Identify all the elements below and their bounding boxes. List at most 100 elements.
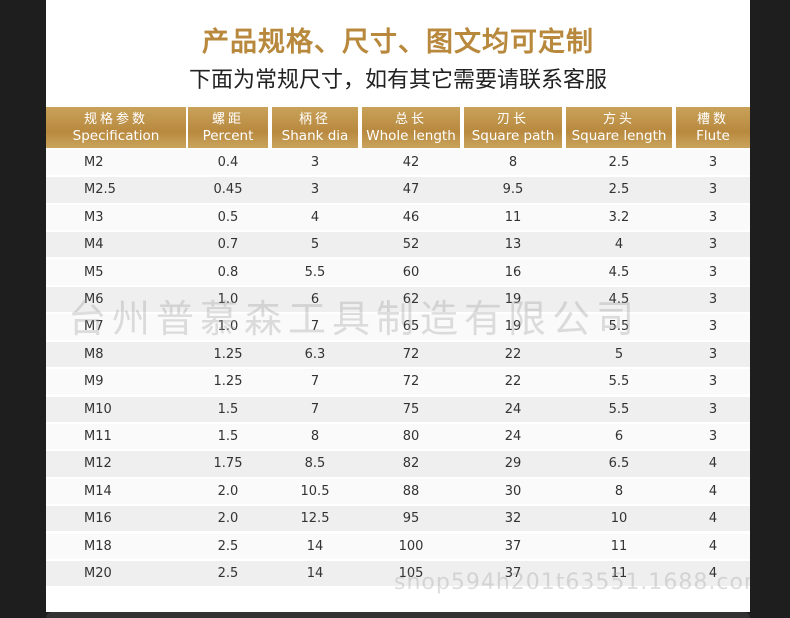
table-cell: 60 bbox=[402, 264, 420, 280]
table-cell: M11 bbox=[84, 429, 112, 444]
header-en: Percent bbox=[202, 128, 254, 144]
table-cell: 24 bbox=[504, 429, 522, 444]
header-cell: 总长 Whole length bbox=[362, 107, 460, 148]
table-cell: 5.5 bbox=[608, 374, 630, 390]
table-cell: 72 bbox=[402, 346, 420, 362]
table-cell: 105 bbox=[398, 566, 424, 581]
table-cell: M7 bbox=[84, 319, 104, 335]
table-cell: 4 bbox=[708, 538, 718, 554]
table-row: M18 2.5 14 100 37 11 4 bbox=[46, 533, 750, 559]
table-cell: 4 bbox=[310, 209, 320, 225]
table-cell: M16 bbox=[84, 511, 112, 527]
table-row: M10 1.5 7 75 24 5.5 3 bbox=[46, 396, 750, 422]
table-cell: 95 bbox=[402, 511, 420, 527]
table-cell: M9 bbox=[84, 374, 104, 390]
table-cell: 3 bbox=[708, 209, 718, 225]
table-row: M7 1.0 7 65 19 5.5 3 bbox=[46, 314, 750, 340]
table-cell: 80 bbox=[402, 429, 420, 444]
table-cell: M2.5 bbox=[84, 182, 116, 198]
table-cell: 88 bbox=[402, 483, 420, 499]
table-cell: 6.5 bbox=[608, 456, 630, 472]
table-cell: M4 bbox=[84, 237, 104, 253]
table-cell: 8 bbox=[508, 155, 518, 170]
table-cell: 6.3 bbox=[304, 346, 326, 362]
table-cell: M20 bbox=[84, 566, 112, 581]
table-cell: 3 bbox=[708, 429, 718, 444]
table-cell: 2.5 bbox=[217, 538, 239, 554]
table-cell: 0.4 bbox=[217, 155, 239, 170]
header-en: Specification bbox=[72, 128, 160, 144]
table-cell: 4.5 bbox=[608, 264, 630, 280]
table-cell: 16 bbox=[504, 264, 522, 280]
table-cell: 100 bbox=[398, 538, 424, 554]
header-cn: 总长 bbox=[394, 112, 427, 127]
table-cell: 1.25 bbox=[213, 374, 243, 390]
table-cell: 3 bbox=[310, 155, 320, 170]
table-cell: M8 bbox=[84, 346, 104, 362]
table-row: M20 2.5 14 105 37 11 4 bbox=[46, 561, 750, 587]
header-cell: 槽数 Flute bbox=[676, 107, 750, 148]
table-row: M14 2.0 10.5 88 30 8 4 bbox=[46, 478, 750, 505]
table-cell: 5 bbox=[310, 237, 320, 253]
table-cell: 3 bbox=[708, 182, 718, 198]
table-cell: 42 bbox=[402, 155, 420, 170]
table-cell: 5.5 bbox=[608, 319, 630, 335]
table-cell: 4 bbox=[708, 566, 718, 581]
table-cell: 4 bbox=[708, 511, 718, 527]
table-cell: 3 bbox=[310, 182, 320, 198]
table-cell: 13 bbox=[504, 237, 522, 253]
table-cell: 5 bbox=[614, 346, 624, 362]
table-cell: M12 bbox=[84, 456, 112, 472]
table-cell: 24 bbox=[504, 401, 522, 417]
table-cell: 4 bbox=[708, 483, 718, 499]
table-cell: 7 bbox=[310, 401, 320, 417]
table-cell: 46 bbox=[402, 209, 420, 225]
table-row: M12 1.75 8.5 82 29 6.5 4 bbox=[46, 451, 750, 477]
table-cell: 6 bbox=[614, 429, 624, 444]
header-cell: 柄径 Shank dia bbox=[272, 107, 358, 148]
table-cell: 4 bbox=[614, 237, 624, 253]
table-cell: 4.5 bbox=[608, 292, 630, 307]
table-cell: 10 bbox=[610, 511, 628, 527]
table-cell: 3 bbox=[708, 374, 718, 390]
table-cell: 1.0 bbox=[217, 319, 239, 335]
header-cell: 螺距 Percent bbox=[188, 107, 268, 148]
table-cell: 3 bbox=[708, 319, 718, 335]
table-cell: 2.5 bbox=[217, 566, 239, 581]
header-cell: 刃长 Square path bbox=[464, 107, 562, 148]
table-cell: 29 bbox=[504, 456, 522, 472]
table-cell: 3.2 bbox=[608, 209, 630, 225]
header-cn: 规格参数 bbox=[83, 112, 148, 127]
table-row: M2 0.4 3 42 8 2.5 3 bbox=[46, 150, 750, 176]
header-cell: 方头 Square length bbox=[566, 107, 672, 148]
sheet: 产品规格、尺寸、图文均可定制 下面为常规尺寸，如有其它需要请联系客服 规格参数 S… bbox=[46, 0, 750, 612]
table-row: M6 1.0 6 62 19 4.5 3 bbox=[46, 287, 750, 313]
table-cell: 3 bbox=[708, 346, 718, 362]
header-en: Square length bbox=[571, 128, 667, 144]
table-cell: M3 bbox=[84, 209, 104, 225]
table-cell: M18 bbox=[84, 538, 112, 554]
table-cell: 0.8 bbox=[217, 264, 239, 280]
header-en: Shank dia bbox=[281, 128, 349, 144]
table-cell: 19 bbox=[504, 292, 522, 307]
title: 产品规格、尺寸、图文均可定制 bbox=[202, 27, 594, 58]
table-cell: 2.5 bbox=[608, 182, 630, 198]
table-cell: 3 bbox=[708, 292, 718, 307]
table-cell: 2.0 bbox=[217, 511, 239, 527]
table-cell: M5 bbox=[84, 264, 104, 280]
bottom-bar bbox=[46, 612, 750, 618]
table-row: M11 1.5 8 80 24 6 3 bbox=[46, 424, 750, 450]
table-cell: 47 bbox=[402, 182, 420, 198]
header-cn: 方头 bbox=[602, 112, 635, 127]
table-cell: 7 bbox=[310, 374, 320, 390]
table-cell: 5.5 bbox=[304, 264, 326, 280]
table-cell: 3 bbox=[708, 237, 718, 253]
table-cell: 0.5 bbox=[217, 209, 239, 225]
table-cell: 10.5 bbox=[300, 483, 330, 499]
table-cell: 37 bbox=[504, 538, 522, 554]
table-cell: 2.5 bbox=[608, 155, 630, 170]
table-cell: 1.0 bbox=[217, 292, 239, 307]
table-cell: 37 bbox=[504, 566, 522, 581]
table-cell: 8 bbox=[614, 483, 624, 499]
